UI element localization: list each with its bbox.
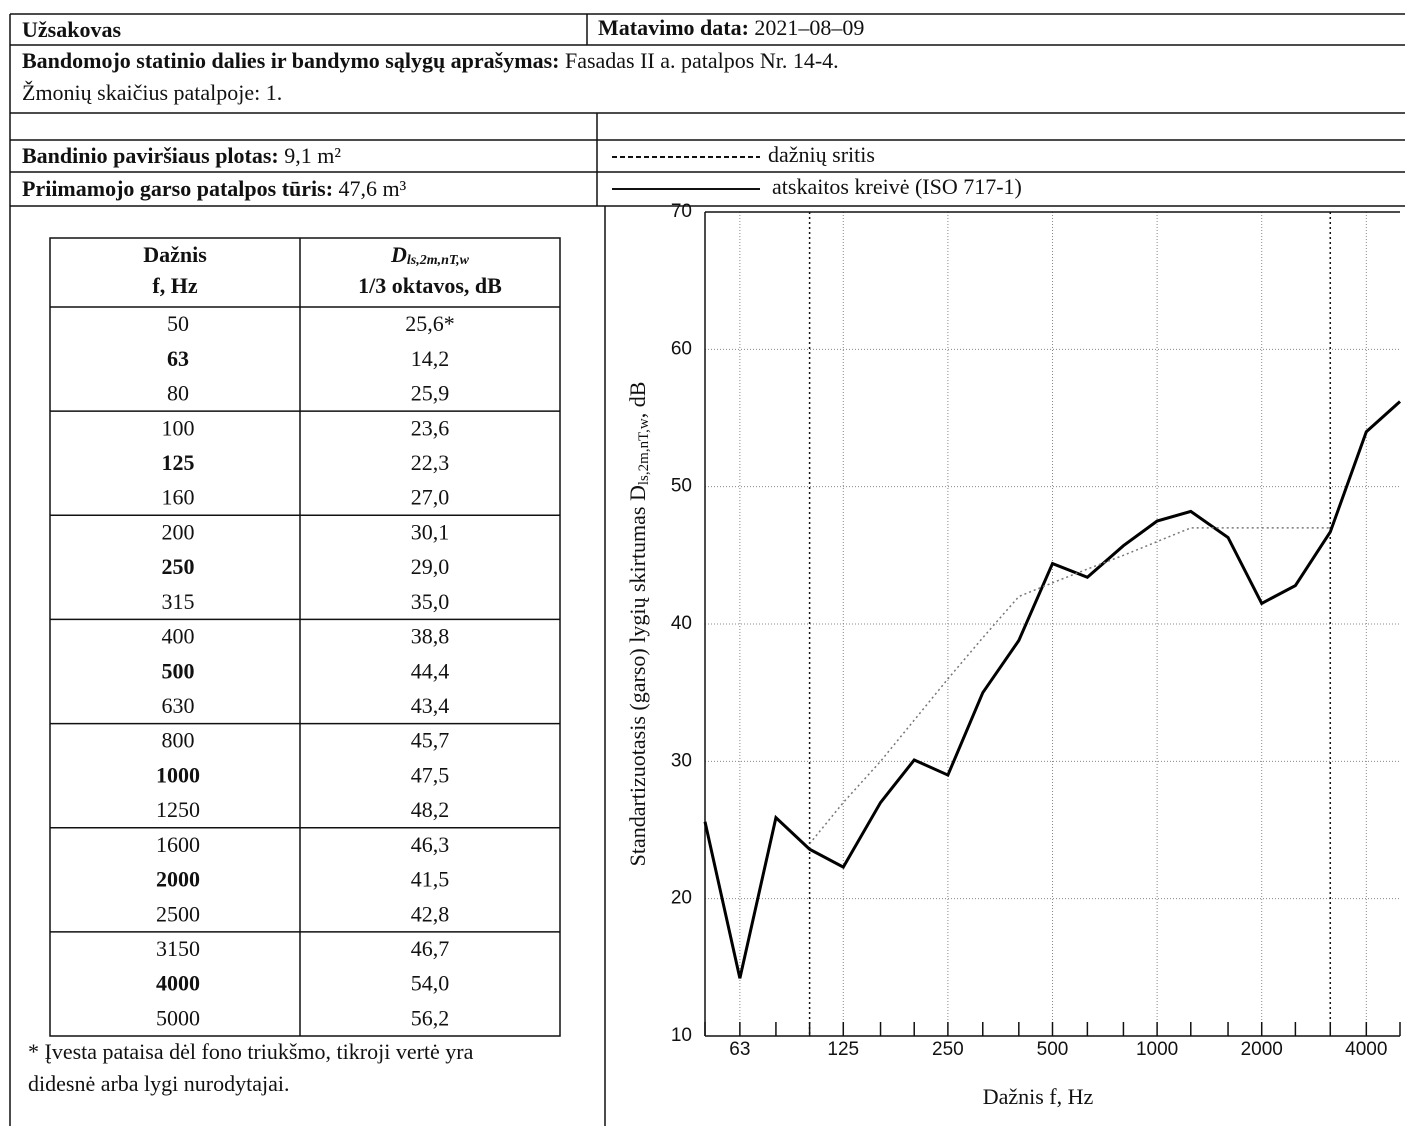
y-tick-label: 60 [671, 338, 692, 359]
frequency: 250 [162, 554, 195, 579]
x-tick-label: 1000 [1136, 1039, 1178, 1060]
value: 46,3 [411, 832, 450, 857]
frequency: 2500 [156, 901, 200, 926]
x-tick-label: 250 [932, 1039, 964, 1060]
frequency: 315 [162, 589, 195, 614]
value: 42,8 [411, 901, 450, 926]
value: 45,7 [411, 728, 450, 753]
footnote-line: * Įvesta pataisa dėl fono triukšmo, tikr… [28, 1039, 479, 1064]
col-header: 1/3 oktavos, dB [358, 273, 502, 298]
legend-label: atskaitos kreivė (ISO 717-1) [772, 174, 1022, 199]
x-tick-label: 4000 [1345, 1039, 1387, 1060]
value: 43,4 [411, 693, 450, 718]
value: 56,2 [411, 1005, 450, 1030]
frequency: 2000 [156, 867, 200, 892]
legend-label: dažnių sritis [768, 142, 875, 167]
frequency: 5000 [156, 1005, 200, 1030]
value: 46,7 [411, 936, 450, 961]
value: 48,2 [411, 797, 450, 822]
frequency: 1250 [156, 797, 200, 822]
value: 38,8 [411, 624, 450, 649]
y-tick-label: 10 [671, 1025, 692, 1046]
frequency: 800 [162, 728, 195, 753]
frequency: 100 [162, 415, 195, 440]
x-tick-label: 125 [827, 1039, 859, 1060]
value: 14,2 [411, 346, 450, 371]
frequency: 63 [167, 346, 189, 371]
col-header: f, Hz [152, 273, 197, 298]
customer-label: Užsakovas [22, 17, 121, 42]
col-header: Dls,2m,nT,w [390, 242, 470, 268]
frequency: 3150 [156, 936, 200, 961]
date: Matavimo data: 2021–08–09 [598, 15, 864, 40]
footnote-line: didesnė arba lygi nurodytajai. [28, 1071, 289, 1096]
value: 22,3 [411, 450, 450, 475]
y-tick-label: 70 [671, 201, 692, 222]
frequency: 500 [162, 658, 195, 683]
frequency: 80 [167, 381, 189, 406]
value: 29,0 [411, 554, 450, 579]
frequency: 50 [167, 311, 189, 336]
value: 47,5 [411, 762, 450, 787]
value: 23,6 [411, 415, 450, 440]
value: 41,5 [411, 867, 450, 892]
frame [9, 13, 1405, 1126]
y-tick-label: 40 [671, 613, 692, 634]
col-header: Dažnis [143, 242, 207, 267]
frequency: 1600 [156, 832, 200, 857]
value: 25,6* [405, 311, 455, 336]
description: Bandomojo statinio dalies ir bandymo sąl… [22, 48, 839, 73]
footnote: * Įvesta pataisa dėl fono triukšmo, tikr… [28, 1039, 479, 1096]
x-tick-label: 63 [729, 1039, 750, 1060]
frequency: 125 [162, 450, 195, 475]
value: 27,0 [411, 485, 450, 510]
frequency: 630 [162, 693, 195, 718]
reference-line [809, 527, 1331, 845]
value: 30,1 [411, 519, 450, 544]
people: Žmonių skaičius patalpoje: 1. [22, 80, 282, 105]
volume: Priimamojo garso patalpos tūris: 47,6 m³ [22, 176, 407, 201]
measured-line [703, 400, 1402, 979]
table: Dažnis f, Hz Dls,2m,nT,w 1/3 oktavos, dB [49, 237, 561, 1037]
frequency: 1000 [156, 762, 200, 787]
frequency: 4000 [156, 971, 200, 996]
frequency: 160 [162, 485, 195, 510]
value: 25,9 [411, 381, 450, 406]
value: 54,0 [411, 971, 450, 996]
y-axis-label: Standartizuotasis (garso) lygių skirtuma… [625, 382, 652, 867]
value: 44,4 [411, 658, 450, 683]
y-tick-label: 20 [671, 888, 692, 909]
x-tick-label: 500 [1037, 1039, 1069, 1060]
x-axis-label: Dažnis f, Hz [983, 1084, 1094, 1109]
y-tick-label: 50 [671, 476, 692, 497]
x-tick-label: 2000 [1241, 1039, 1283, 1060]
value: 35,0 [411, 589, 450, 614]
area: Bandinio paviršiaus plotas: 9,1 m² [22, 143, 341, 168]
frequency: 200 [162, 519, 195, 544]
y-tick-label: 30 [671, 750, 692, 771]
frequency: 400 [162, 624, 195, 649]
